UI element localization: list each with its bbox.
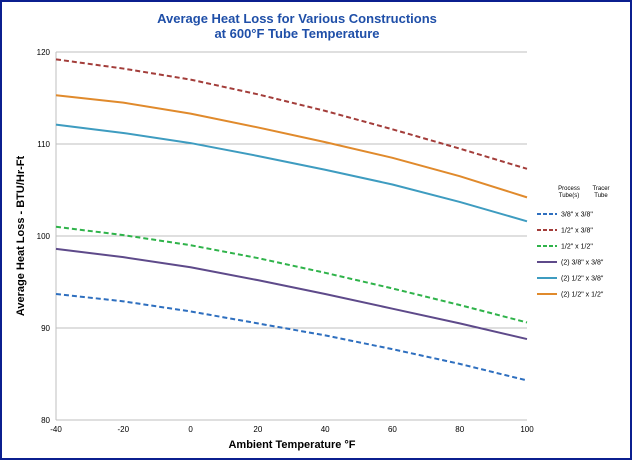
y-tick-labels: 80 90 100 110 120 bbox=[37, 48, 51, 425]
chart-title-line1: Average Heat Loss for Various Constructi… bbox=[157, 11, 437, 26]
legend-label-5: (2) 1/2" x 3/8" bbox=[561, 276, 604, 283]
series-lines bbox=[55, 58, 528, 382]
legend-label-1: 3/8" x 3/8" bbox=[561, 212, 593, 219]
heat-loss-chart: Average Heat Loss for Various Constructi… bbox=[15, 11, 610, 451]
legend-header-tracer: Tracer Tube bbox=[592, 186, 609, 199]
chart-title-line2: at 600°F Tube Temperature bbox=[214, 26, 379, 41]
x-tick-label: 40 bbox=[321, 425, 330, 434]
x-tick-label: -20 bbox=[118, 425, 130, 434]
legend-header-process: Process Tube(s) bbox=[558, 186, 580, 199]
legend-label-3: 1/2" x 1/2" bbox=[561, 244, 593, 251]
y-tick-label: 90 bbox=[41, 324, 50, 333]
x-tick-labels: -40 -20 0 20 40 60 80 100 bbox=[50, 425, 534, 434]
series-line-1 bbox=[55, 292, 528, 382]
series-line-2 bbox=[55, 58, 528, 170]
legend-label-2: 1/2" x 3/8" bbox=[561, 228, 593, 235]
y-tick-label: 100 bbox=[37, 232, 51, 241]
y-axis-title: Average Heat Loss - BTU/Hr-Ft bbox=[15, 155, 27, 316]
x-axis-title: Ambient Temperature °F bbox=[228, 439, 355, 451]
legend-label-4: (2) 3/8" x 3/8" bbox=[561, 260, 604, 267]
y-tick-label: 120 bbox=[37, 48, 51, 57]
x-tick-label: 80 bbox=[455, 425, 464, 434]
legend-label-6: (2) 1/2" x 1/2" bbox=[561, 292, 604, 299]
series-line-6 bbox=[55, 94, 528, 199]
x-tick-label: 20 bbox=[253, 425, 262, 434]
x-tick-label: 0 bbox=[188, 425, 193, 434]
y-tick-label: 110 bbox=[37, 140, 50, 149]
y-tick-label: 80 bbox=[41, 416, 50, 425]
series-line-4 bbox=[55, 247, 528, 341]
gridlines bbox=[56, 51, 527, 421]
series-line-3 bbox=[55, 225, 528, 324]
x-tick-label: 60 bbox=[388, 425, 397, 434]
series-line-5 bbox=[55, 123, 528, 223]
x-tick-label: -40 bbox=[50, 425, 62, 434]
legend: Process Tube(s) Tracer Tube 3/8" x 3/8" 1/2… bbox=[537, 186, 610, 299]
x-tick-label: 100 bbox=[520, 425, 534, 434]
